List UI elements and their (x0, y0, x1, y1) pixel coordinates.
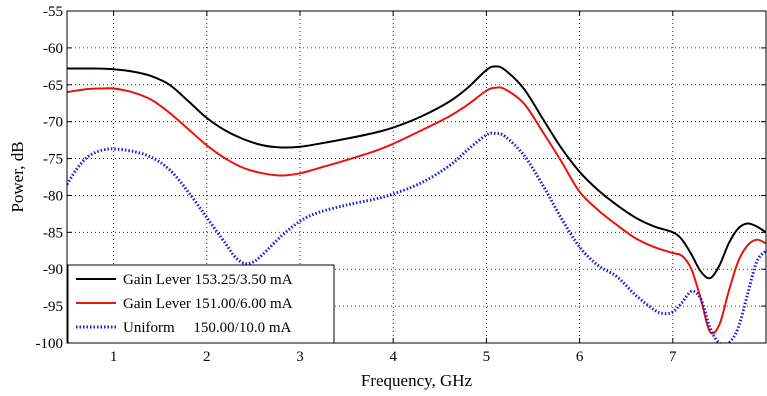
y-tick-label: -90 (43, 262, 63, 278)
x-tick-label: 7 (669, 349, 677, 365)
plot-frame (66, 10, 767, 344)
x-tick-label: 1 (110, 349, 118, 365)
y-axis-label: Power, dB (8, 141, 27, 212)
y-tick-label: -100 (36, 336, 64, 352)
y-tick-label: -95 (43, 299, 63, 315)
legend-label: Gain Lever 151.00/6.00 mA (123, 296, 293, 312)
x-tick-label: 2 (203, 349, 211, 365)
y-tick-label: -70 (43, 115, 63, 131)
x-tick-label: 3 (296, 349, 304, 365)
y-tick-label: -80 (43, 188, 63, 204)
series-line-2 (67, 86, 766, 335)
x-axis-label: Frequency, GHz (361, 371, 473, 390)
legend-label: Uniform 150.00/10.0 mA (123, 320, 291, 336)
y-tick-label: -75 (43, 152, 63, 168)
axis-ticks: -100 -95 -90 -85 -80 -75 -70 -65 -60 -55 1 2 3 4 5 6 7 (36, 4, 766, 365)
y-tick-label: -65 (43, 78, 63, 94)
series-lines (67, 65, 766, 343)
y-tick-label: -60 (43, 41, 63, 57)
x-tick-label: 5 (483, 349, 491, 365)
legend-label: Gain Lever 153.25/3.50 mA (123, 272, 293, 288)
y-tick-label: -85 (43, 225, 63, 241)
series-line-1 (67, 65, 766, 280)
y-tick-label: -55 (43, 4, 63, 20)
x-tick-label: 6 (576, 349, 584, 365)
legend: Gain Lever 153.25/3.50 mA Gain Lever 151.… (67, 264, 335, 344)
x-tick-label: 4 (389, 349, 397, 365)
